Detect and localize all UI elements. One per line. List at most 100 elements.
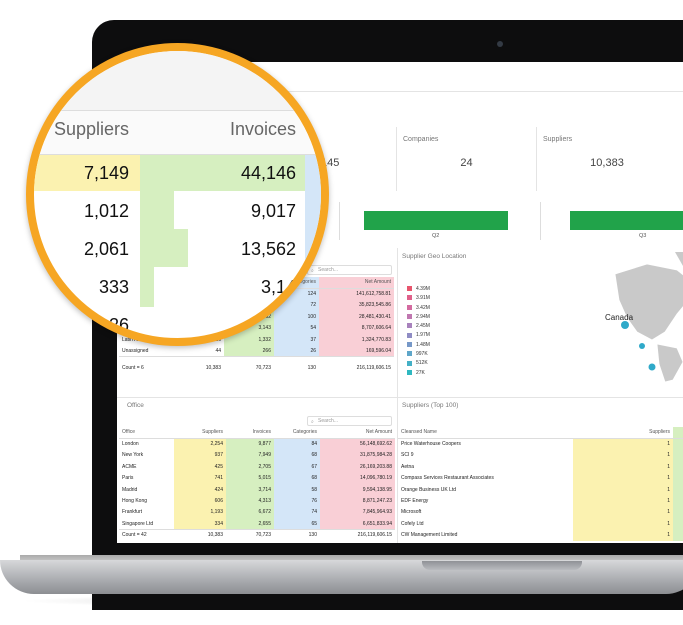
cell-extra [673,483,683,496]
col-categories[interactable]: Categories [274,427,320,439]
kpi-label: Companies [403,136,439,143]
cell-net: 8,871,247.23 [320,495,395,507]
legend-item[interactable]: 2.45M [407,322,430,331]
mag-invoice-bar [140,191,174,229]
cell-categories: 76 [274,495,320,507]
total-invoices: 70,723 [224,356,274,379]
table-row[interactable]: Orange Business UK Ltd 1 [398,483,683,496]
legend-item[interactable]: 4.39M [407,285,430,294]
col-suppliers[interactable]: Suppliers [174,427,226,439]
quarter-bar-q3[interactable] [570,211,683,230]
kpi-card-suppliers[interactable]: Suppliers 10,383 [537,127,683,191]
legend-item[interactable]: 3.42M [407,304,430,313]
table-row[interactable]: Paris 741 5,015 68 14,096,780.19 [119,472,395,484]
cell-categories: 65 [274,518,320,530]
cell-net: 28,481,430.41 [319,311,394,323]
legend-item[interactable]: 997K [407,350,430,359]
legend-item[interactable]: 1.97M [407,331,430,340]
mag-cell-invoices: 3,14 [260,277,296,297]
mag-top-strip [34,51,321,111]
world-map[interactable] [607,252,683,382]
legend-label: 2.94M [416,313,430,320]
table-row[interactable]: Frankfurt 1,193 6,672 74 7,845,964.93 [119,506,395,519]
table-row[interactable]: New York 937 7,949 68 31,875,984.28 [119,449,395,462]
cell-suppliers: 1 [573,518,673,530]
table-row[interactable]: Unassigned 44 266 26 169,596.04 [119,345,394,357]
table-row[interactable]: CW Management Limited 1 [398,529,683,541]
office-table: Office Suppliers Invoices Categories Net… [119,427,395,541]
col-net-amount[interactable]: Net Amount [320,427,395,439]
col-cleansed-name[interactable]: Cleansed Name [398,427,573,439]
cell-suppliers: 937 [174,449,226,462]
total-net: 216,119,606.15 [320,528,395,541]
cell-invoices: 7,949 [226,449,274,462]
table-row[interactable]: Aetna 1 [398,461,683,473]
cell-suppliers: 334 [174,518,226,530]
mag-invoice-bar [140,267,154,307]
laptop-notch [422,561,582,570]
search-input[interactable]: ⌕ Search... [307,416,392,426]
mag-category-strip [305,155,321,338]
table-row[interactable]: Madrid 424 3,714 58 9,594,138.95 [119,483,395,496]
legend-item[interactable]: 3.91M [407,294,430,303]
col-office[interactable]: Office [119,427,174,439]
table-row[interactable]: Compass Services Restaurant Associates 1 [398,472,683,484]
cell-categories: 68 [274,449,320,462]
legend-swatch [407,332,412,338]
table-row[interactable]: Singapore Ltd 334 2,655 65 6,651,833.94 [119,518,395,530]
legend-item[interactable]: 512K [407,359,430,368]
mag-header-suppliers: Suppliers [54,119,130,139]
cell-net: 7,845,964.93 [320,506,395,519]
cell-invoices: 266 [224,345,274,357]
legend-swatch [407,286,412,292]
col-invoices[interactable]: Invoices [226,427,274,439]
legend-label: 997K [416,351,428,358]
cell-net: 56,148,692.62 [320,438,395,450]
legend-label: 27K [416,369,425,376]
cell-categories: 74 [274,506,320,519]
cell-suppliers: 1 [573,506,673,519]
legend-swatch [407,351,412,357]
total-categories: 130 [274,528,320,541]
legend-swatch [407,369,412,375]
legend-item[interactable]: 1.48M [407,341,430,350]
legend-swatch [407,314,412,320]
col-suppliers[interactable]: Suppliers [573,427,673,439]
cell-suppliers: 1,193 [174,506,226,519]
kpi-value: 24 [460,157,473,169]
cell-suppliers: 1 [573,472,673,484]
table-row[interactable]: EDF Energy 1 [398,495,683,507]
table-row[interactable]: Price Waterhouse Coopers 1 [398,438,683,450]
mag-cell-suppliers: 1,012 [83,201,129,221]
table-row[interactable]: Hong Kong 606 4,313 76 8,871,247.23 [119,495,395,507]
suppliers-top-table: Cleansed Name Suppliers Price Waterhouse… [398,427,683,541]
quarter-bar-q2[interactable] [364,211,508,230]
geo-legend: 4.39M 3.91M 3.42M 2.94M 2.45M 1.97M 1.48M 997K 5… [407,285,430,378]
col-net-amount[interactable]: Net Amount [319,277,394,289]
suppliers-panel-border [397,397,398,543]
mag-cell-suppliers: 2,061 [83,239,129,259]
cell-net: 6,651,833.94 [320,518,395,530]
table-row[interactable]: SCI 9 1 [398,449,683,462]
table-row[interactable]: Microsoft 1 [398,506,683,519]
table-row[interactable]: ACME 425 2,705 67 26,169,203.88 [119,461,395,473]
cell-net: 169,596.04 [319,345,394,357]
table-row[interactable]: Cofely Ltd 1 [398,518,683,530]
cell-cleansed-name: Microsoft [401,509,422,516]
search-placeholder: Search... [318,267,339,273]
cell-office: London [122,441,139,448]
map-north-america [614,263,683,341]
cell-categories: 67 [274,461,320,473]
cell-office: Madrid [122,486,138,493]
kpi-card-companies[interactable]: Companies 24 [397,127,537,191]
mag-cell-suppliers: 7,149 [83,163,129,183]
camera-icon [497,41,503,47]
cell-categories: 68 [274,472,320,484]
legend-item[interactable]: 2.94M [407,313,430,322]
cell-suppliers: 606 [174,495,226,507]
mag-cell-invoices: 9,017 [250,201,296,221]
legend-label: 3.91M [416,295,430,302]
table-row[interactable]: London 2,254 9,877 84 56,148,692.62 [119,438,395,450]
legend-item[interactable]: 27K [407,369,430,378]
cell-office: Hong Kong [122,498,148,505]
